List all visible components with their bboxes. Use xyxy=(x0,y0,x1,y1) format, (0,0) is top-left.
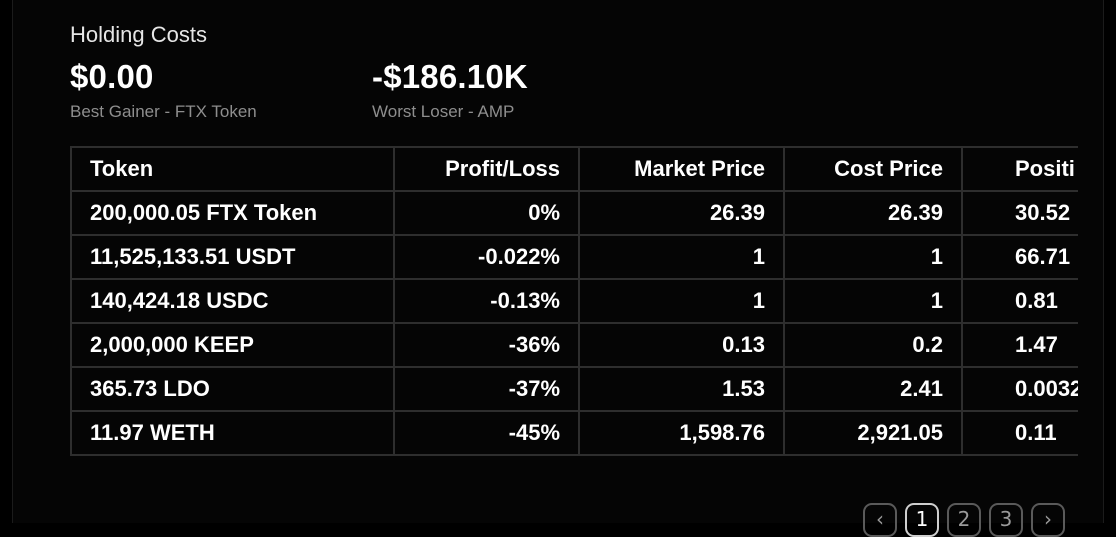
cell-profit-loss: -0.022% xyxy=(393,234,580,280)
cell-market-price: 1.53 xyxy=(578,366,785,412)
cell-cost-price: 2,921.05 xyxy=(783,410,963,456)
worst-loser-stat: -$186.10K Worst Loser - AMP xyxy=(372,58,528,122)
cell-profit-loss: -36% xyxy=(393,322,580,368)
cell-profit-loss: -37% xyxy=(393,366,580,412)
cell-position: 66.71 xyxy=(961,234,1078,280)
page-button-2[interactable]: 2 xyxy=(947,503,981,537)
table-header-row: Token Profit/Loss Market Price Cost Pric… xyxy=(70,146,1078,192)
cell-profit-loss: -0.13% xyxy=(393,278,580,324)
cell-market-price: 26.39 xyxy=(578,190,785,236)
cell-token: 200,000.05 FTX Token xyxy=(70,190,395,236)
cell-cost-price: 2.41 xyxy=(783,366,963,412)
cell-position: 0.81 xyxy=(961,278,1078,324)
cell-profit-loss: -45% xyxy=(393,410,580,456)
cell-token: 365.73 LDO xyxy=(70,366,395,412)
cell-position: 1.47 xyxy=(961,322,1078,368)
column-header-cost-price[interactable]: Cost Price xyxy=(783,146,963,192)
table-row: 11.97 WETH -45% 1,598.76 2,921.05 0.11 xyxy=(70,410,1078,456)
cell-position: 0.0032 xyxy=(961,366,1078,412)
table-row: 2,000,000 KEEP -36% 0.13 0.2 1.47 xyxy=(70,322,1078,368)
worst-loser-value: -$186.10K xyxy=(372,58,528,95)
page-button-1[interactable]: 1 xyxy=(905,503,939,537)
cell-token: 11,525,133.51 USDT xyxy=(70,234,395,280)
cell-cost-price: 26.39 xyxy=(783,190,963,236)
holdings-table-scroll[interactable]: Token Profit/Loss Market Price Cost Pric… xyxy=(70,146,1078,486)
cell-cost-price: 1 xyxy=(783,234,963,280)
chevron-left-icon: ‹ xyxy=(876,507,884,531)
best-gainer-stat: $0.00 Best Gainer - FTX Token xyxy=(70,58,257,122)
best-gainer-value: $0.00 xyxy=(70,58,154,95)
card-title: Holding Costs xyxy=(70,22,207,47)
cell-position: 0.11 xyxy=(961,410,1078,456)
best-gainer-caption: Best Gainer - FTX Token xyxy=(70,102,257,121)
cell-market-price: 1,598.76 xyxy=(578,410,785,456)
cell-token: 2,000,000 KEEP xyxy=(70,322,395,368)
cell-token: 11.97 WETH xyxy=(70,410,395,456)
cell-market-price: 1 xyxy=(578,234,785,280)
cell-cost-price: 1 xyxy=(783,278,963,324)
next-page-button[interactable]: › xyxy=(1031,503,1065,537)
worst-loser-caption: Worst Loser - AMP xyxy=(372,102,515,121)
chevron-right-icon: › xyxy=(1044,507,1052,531)
cell-cost-price: 0.2 xyxy=(783,322,963,368)
table-row: 365.73 LDO -37% 1.53 2.41 0.0032 xyxy=(70,366,1078,412)
cell-market-price: 0.13 xyxy=(578,322,785,368)
pagination: ‹ 1 2 3 › xyxy=(863,503,1065,537)
table-row: 140,424.18 USDC -0.13% 1 1 0.81 xyxy=(70,278,1078,324)
cell-position: 30.52 xyxy=(961,190,1078,236)
holdings-table: Token Profit/Loss Market Price Cost Pric… xyxy=(70,146,1078,456)
cell-market-price: 1 xyxy=(578,278,785,324)
column-header-position[interactable]: Positi xyxy=(961,146,1078,192)
column-header-token[interactable]: Token xyxy=(70,146,395,192)
table-row: 11,525,133.51 USDT -0.022% 1 1 66.71 xyxy=(70,234,1078,280)
cell-profit-loss: 0% xyxy=(393,190,580,236)
page-button-3[interactable]: 3 xyxy=(989,503,1023,537)
column-header-market-price[interactable]: Market Price xyxy=(578,146,785,192)
holding-costs-card: Holding Costs $0.00 Best Gainer - FTX To… xyxy=(12,0,1104,537)
cell-token: 140,424.18 USDC xyxy=(70,278,395,324)
prev-page-button[interactable]: ‹ xyxy=(863,503,897,537)
column-header-profit-loss[interactable]: Profit/Loss xyxy=(393,146,580,192)
table-row: 200,000.05 FTX Token 0% 26.39 26.39 30.5… xyxy=(70,190,1078,236)
